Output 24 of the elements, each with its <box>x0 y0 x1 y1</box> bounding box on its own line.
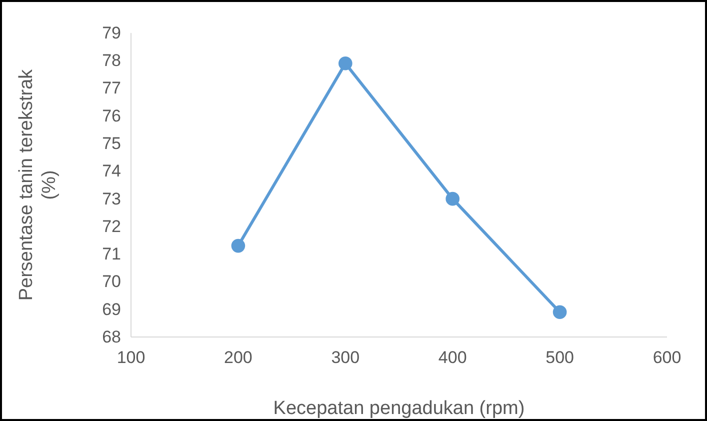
y-tick-label: 69 <box>102 300 121 319</box>
x-tick-label: 300 <box>331 348 360 368</box>
y-tick-label: 68 <box>102 327 121 346</box>
x-tick-label: 100 <box>116 348 146 368</box>
y-tick-label: 75 <box>102 134 121 153</box>
y-tick-label: 72 <box>102 216 121 236</box>
x-tick-label: 400 <box>438 348 467 368</box>
y-tick-label: 78 <box>102 51 121 70</box>
x-tick-label: 500 <box>546 348 574 368</box>
y-tick-label: 76 <box>102 106 121 126</box>
point <box>552 305 567 320</box>
x-axis-title: Kecepatan pengadukan (rpm) <box>273 398 525 419</box>
point <box>338 56 352 70</box>
y-axis-title: Persentase tanin terekstrak (%) <box>16 68 60 301</box>
point <box>446 192 460 206</box>
x-tick-label: 600 <box>652 348 682 368</box>
y-tick-label: 79 <box>102 23 121 42</box>
y-tick-label: 70 <box>102 272 121 292</box>
point <box>231 238 246 253</box>
y-tick-label: 74 <box>102 162 121 181</box>
x-tick-label: 200 <box>224 348 252 368</box>
y-tick-label: 77 <box>102 78 121 98</box>
y-tick-label: 71 <box>102 244 121 264</box>
y-tick-label: 73 <box>102 189 121 208</box>
